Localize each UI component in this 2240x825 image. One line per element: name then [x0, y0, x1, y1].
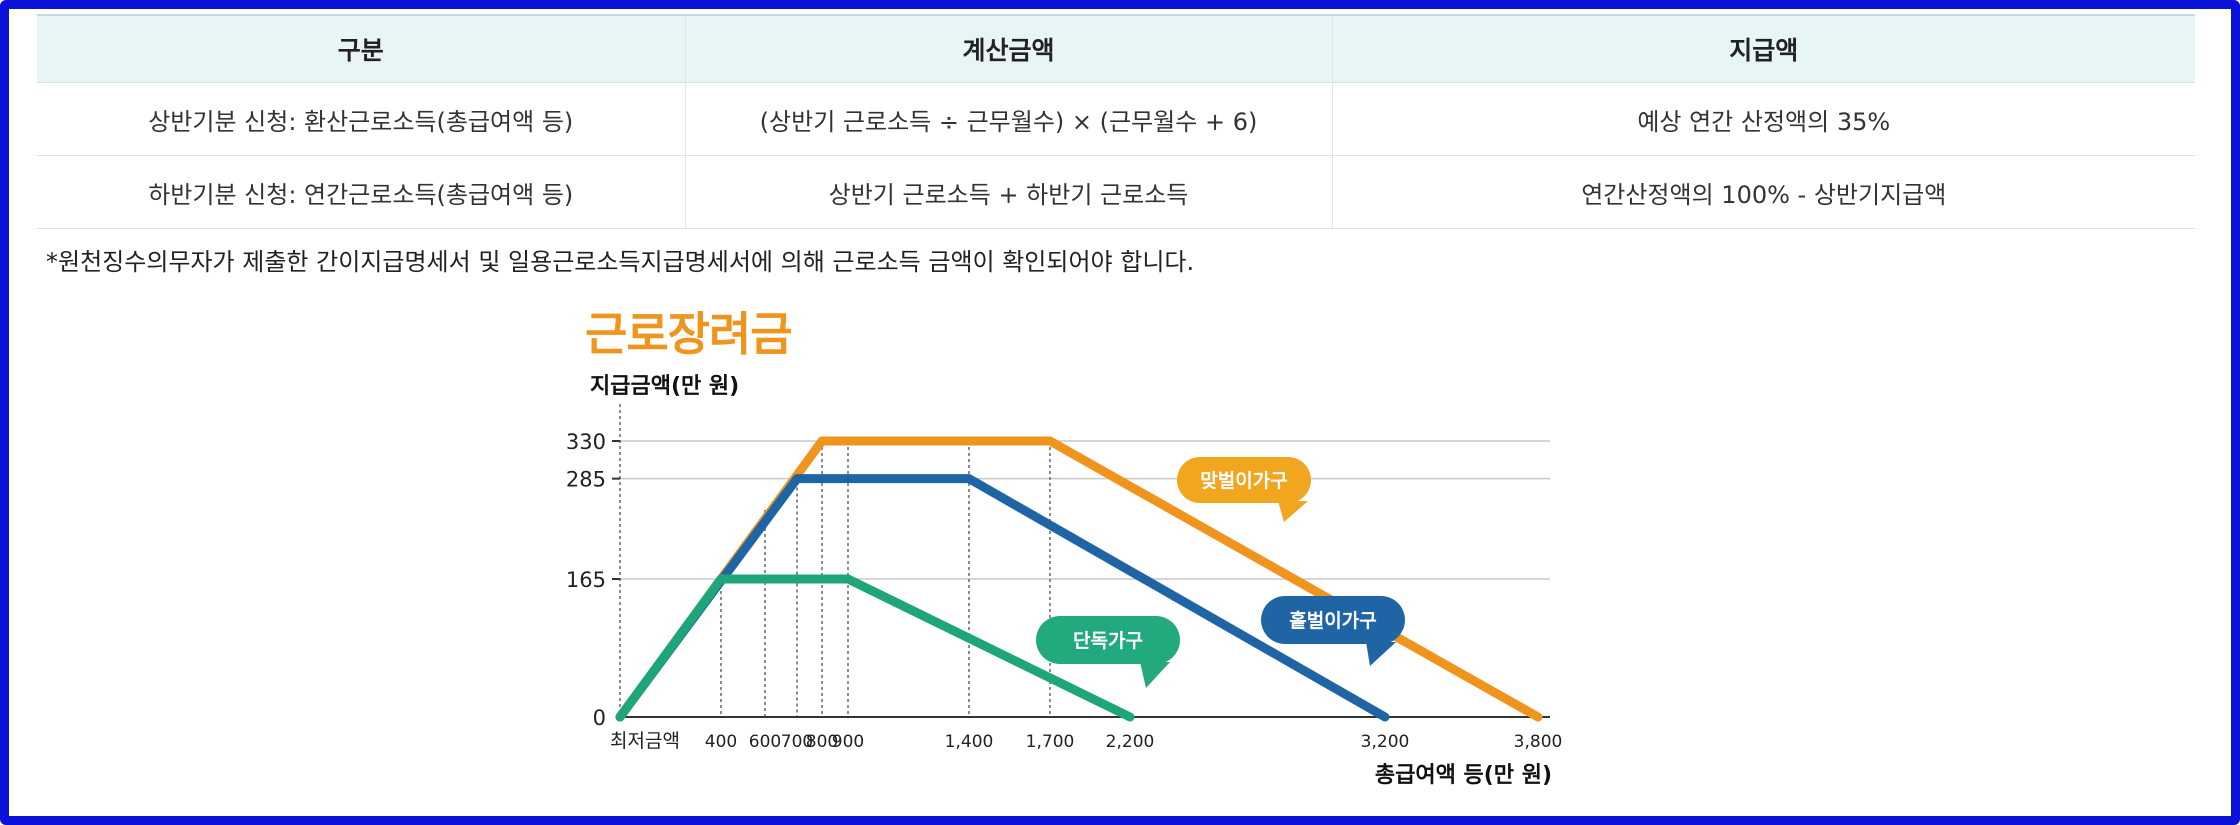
cell-second-half-calculation: 상반기 근로소득 + 하반기 근로소득: [685, 155, 1333, 229]
y-tick-label-330: 330: [566, 430, 606, 454]
series-label-2: 단독가구: [1073, 630, 1143, 652]
info-table: 구분 계산금액 지급액 상반기분 신청: 환산근로소득(총급여액 등) (상반기…: [37, 14, 2195, 229]
y-tick-label-0: 0: [593, 706, 606, 730]
series-label-tail-0: [1278, 501, 1308, 522]
series-line-1: [615, 474, 1390, 722]
footnote: *원천징수의무자가 제출한 간이지급명세서 및 일용근로소득지급명세서에 의해 …: [46, 248, 1195, 276]
series-label-tail-2: [1140, 662, 1170, 688]
series-label-0: 맞벌이가구: [1200, 470, 1287, 492]
cell-first-half-calculation: (상반기 근로소득 ÷ 근무월수) × (근무월수 + 6): [685, 82, 1333, 156]
header-category: 구분: [37, 14, 686, 83]
x-tick-label-800: 800: [806, 732, 838, 752]
x-tick-label-3200: 3,200: [1361, 732, 1410, 752]
table-row: 하반기분 신청: 연간근로소득(총급여액 등) 상반기 근로소득 + 하반기 근…: [37, 155, 2195, 229]
x-tick-label-1400: 1,400: [945, 732, 994, 752]
series-label-bubble-1: [1261, 596, 1405, 644]
header-payment: 지급액: [1332, 14, 2195, 83]
table-header-row: 구분 계산금액 지급액: [37, 14, 2195, 83]
cell-second-half-payment: 연간산정액의 100% - 상반기지급액: [1332, 155, 2195, 229]
chart-title: 근로장려금: [585, 307, 793, 361]
series-label-tail-1: [1366, 642, 1396, 666]
header-calculation: 계산금액: [685, 14, 1333, 83]
cell-first-half-payment: 예상 연간 산정액의 35%: [1332, 82, 2195, 156]
x-axis-label: 총급여액 등(만 원): [1375, 763, 1552, 788]
series-line-2: [615, 574, 1135, 722]
x-tick-label-700: 700: [781, 732, 813, 752]
series-label-bubble-0: [1177, 457, 1311, 503]
x-tick-label-2200: 2,200: [1106, 732, 1155, 752]
cell-second-half-category: 하반기분 신청: 연간근로소득(총급여액 등): [37, 155, 686, 229]
x-tick-label-600: 600: [749, 732, 781, 752]
x-tick-label-400: 400: [705, 732, 737, 752]
cell-first-half-category: 상반기분 신청: 환산근로소득(총급여액 등): [37, 82, 686, 156]
y-tick-label-165: 165: [566, 568, 606, 592]
y-tick-label-285: 285: [566, 468, 606, 492]
x-tick-label-3800: 3,800: [1514, 732, 1563, 752]
series-label-bubble-2: [1036, 616, 1180, 664]
series-label-1: 홑벌이가구: [1289, 609, 1376, 632]
x-tick-label-900: 900: [832, 732, 864, 752]
x-origin-label: 최저금액: [610, 730, 680, 752]
x-tick-label-1700: 1,700: [1026, 732, 1075, 752]
table-row: 상반기분 신청: 환산근로소득(총급여액 등) (상반기 근로소득 ÷ 근무월수…: [37, 82, 2195, 156]
y-axis-label: 지급금액(만 원): [590, 374, 739, 399]
